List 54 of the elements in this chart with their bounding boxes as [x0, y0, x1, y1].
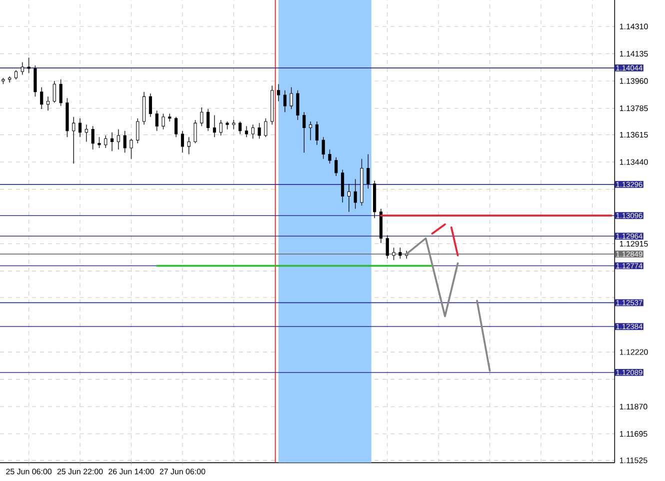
candlestick — [59, 79, 62, 106]
candlestick — [276, 84, 280, 102]
candlestick — [238, 121, 242, 134]
candlestick — [386, 234, 389, 259]
candlestick — [219, 120, 222, 136]
candlestick — [328, 149, 332, 164]
candlestick — [347, 183, 350, 212]
candlestick — [200, 107, 204, 127]
candlestick — [20, 62, 24, 76]
candlestick — [14, 70, 18, 80]
candlestick — [206, 108, 210, 132]
candlestick — [283, 90, 286, 112]
candlestick — [52, 80, 56, 104]
candlestick — [322, 136, 325, 160]
candlestick — [302, 112, 306, 153]
candlestick — [116, 128, 120, 150]
candlestick — [180, 130, 184, 153]
candlestick — [194, 120, 197, 144]
candlestick — [212, 114, 216, 138]
candlestick — [84, 124, 88, 142]
candlestick — [366, 154, 370, 189]
candlestick — [104, 135, 108, 148]
candlestick — [174, 116, 178, 138]
candlestick — [315, 121, 318, 146]
candlestick — [148, 93, 152, 118]
candlestick — [187, 136, 190, 155]
candlestick — [130, 138, 133, 160]
candlestick — [46, 96, 50, 111]
candlestick — [123, 130, 126, 153]
line-series — [406, 237, 459, 318]
candlestick — [40, 86, 44, 110]
candlestick — [251, 124, 254, 139]
candlestick — [290, 86, 293, 110]
candlestick — [34, 65, 37, 97]
candlestick — [392, 247, 396, 260]
candlestick — [258, 122, 261, 139]
candlestick — [27, 57, 30, 74]
candlestick — [244, 126, 248, 138]
candlestick — [91, 126, 94, 150]
candlestick — [296, 90, 300, 120]
candlestick — [110, 132, 114, 152]
candlestick — [72, 116, 76, 164]
candlestick — [264, 118, 268, 138]
candlestick — [78, 118, 82, 138]
candlestick — [354, 178, 357, 210]
candlestick — [398, 247, 402, 259]
candlestick — [340, 169, 344, 203]
candlestick — [308, 121, 312, 141]
candlestick — [162, 113, 165, 130]
candlestick — [232, 120, 236, 130]
candlestick — [98, 136, 101, 148]
candlestick — [136, 118, 140, 144]
candlestick — [155, 110, 158, 132]
candlestick — [334, 157, 338, 176]
